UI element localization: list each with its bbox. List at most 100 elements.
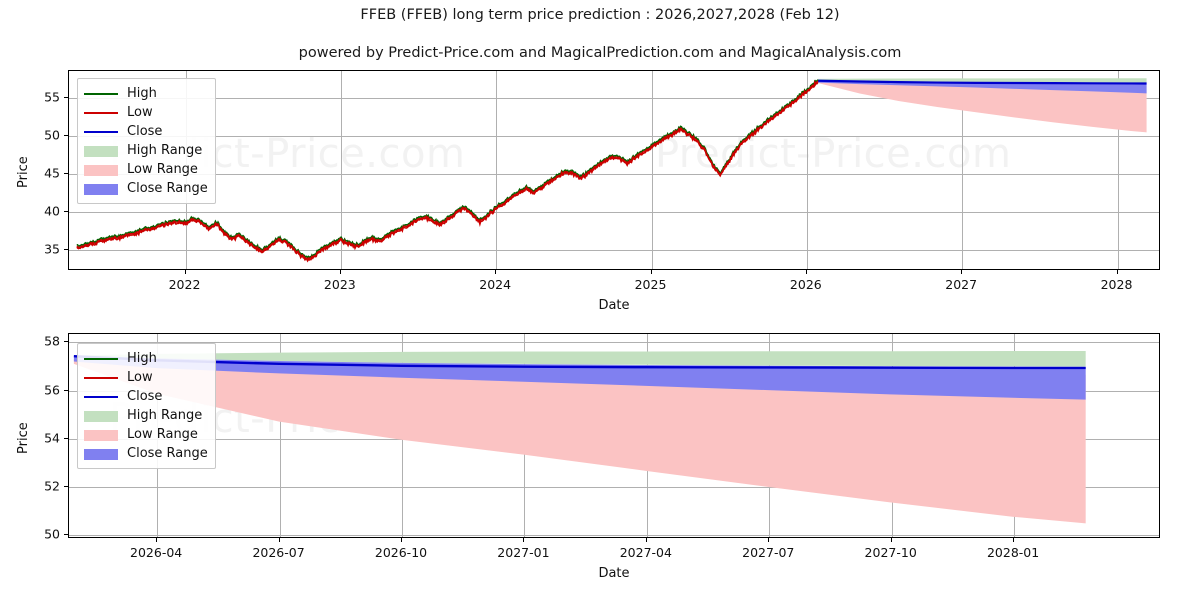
y-tick-label: 56 xyxy=(44,382,60,398)
low-range-band xyxy=(73,359,1086,524)
x-tick-label: 2022 xyxy=(168,277,201,292)
x-tick-mark xyxy=(961,270,963,274)
grid-line-horizontal xyxy=(69,211,1159,213)
high-range-band xyxy=(817,78,1147,84)
grid-line-vertical xyxy=(340,71,342,269)
forecast-close-line xyxy=(818,81,1147,84)
x-tick-label: 2026 xyxy=(789,277,822,292)
grid-line-vertical xyxy=(279,334,281,537)
grid-line-vertical xyxy=(1117,71,1119,269)
forecast-detail-legend-item: Low xyxy=(84,368,208,387)
legend-item-label: Close Range xyxy=(127,446,208,461)
x-tick-mark xyxy=(278,538,280,542)
y-tick-label: 40 xyxy=(44,203,60,219)
grid-line-horizontal xyxy=(69,174,1159,176)
overview-legend-item: High Range xyxy=(84,141,208,160)
y-tick-label: 35 xyxy=(44,241,60,257)
legend-item-label: Low xyxy=(127,370,153,385)
legend-swatch-line-icon xyxy=(84,371,118,385)
x-tick-mark xyxy=(339,270,341,274)
grid-line-vertical xyxy=(651,71,653,269)
legend-swatch-patch-icon xyxy=(84,164,118,176)
history-low-line xyxy=(77,82,818,261)
high-range-band xyxy=(73,350,1086,367)
y-tick-label: 55 xyxy=(44,89,60,105)
y-axis-label: Price xyxy=(16,421,31,454)
grid-line-horizontal xyxy=(69,136,1159,138)
overview-legend-item: Close xyxy=(84,122,208,141)
y-tick-mark xyxy=(64,135,68,137)
y-tick-mark xyxy=(64,534,68,536)
legend-item-label: Low Range xyxy=(127,427,198,442)
legend-swatch-line-icon xyxy=(84,125,118,139)
x-tick-label: 2027-04 xyxy=(619,545,672,560)
y-tick-label: 58 xyxy=(44,333,60,349)
x-tick-mark xyxy=(523,538,525,542)
x-tick-label: 2027-01 xyxy=(497,545,550,560)
forecast-detail-legend-item: Close xyxy=(84,387,208,406)
x-tick-mark xyxy=(805,270,807,274)
y-tick-mark xyxy=(64,210,68,212)
forecast-close-line xyxy=(74,356,1086,368)
legend-item-label: High Range xyxy=(127,143,203,158)
legend-item-label: High xyxy=(127,86,157,101)
legend-swatch-patch-icon xyxy=(84,429,118,441)
legend-item-label: Close xyxy=(127,124,163,139)
y-tick-label: 52 xyxy=(44,478,60,494)
grid-line-horizontal xyxy=(69,342,1159,344)
legend-swatch-patch-icon xyxy=(84,183,118,195)
y-axis-label: Price xyxy=(16,156,31,188)
y-tick-mark xyxy=(64,173,68,175)
x-tick-label: 2026-10 xyxy=(374,545,428,560)
overview-legend-item: High xyxy=(84,84,208,103)
grid-line-horizontal xyxy=(69,249,1159,251)
legend-swatch-line-icon xyxy=(84,352,118,366)
x-tick-mark xyxy=(156,538,158,542)
legend-swatch-patch-icon xyxy=(84,145,118,157)
legend-item-label: Close Range xyxy=(127,181,208,196)
x-axis-label: Date xyxy=(598,566,630,581)
forecast-detail-legend-item: High Range xyxy=(84,406,208,425)
overview-plot-area xyxy=(69,78,1159,269)
y-tick-label: 50 xyxy=(44,526,60,542)
grid-line-horizontal xyxy=(69,487,1159,489)
forecast-detail-legend: High Low Close High Range Low Range Close Ran… xyxy=(77,343,216,469)
y-tick-mark xyxy=(64,97,68,99)
forecast-detail-plot-area xyxy=(69,350,1086,524)
x-tick-label: 2025 xyxy=(634,277,667,292)
x-tick-label: 2027-07 xyxy=(742,545,795,560)
history-close-line xyxy=(77,81,818,260)
page-subtitle: powered by Predict-Price.com and Magical… xyxy=(298,45,902,61)
grid-line-vertical xyxy=(806,71,808,269)
legend-item-label: Close xyxy=(127,389,163,404)
forecast-detail-legend-item: Close Range xyxy=(84,444,208,463)
overview-legend-item: Close Range xyxy=(84,179,208,198)
grid-line-vertical xyxy=(962,71,964,269)
legend-item-label: Low Range xyxy=(127,162,198,177)
legend-swatch-patch-icon xyxy=(84,410,118,422)
x-axis-label: Date xyxy=(598,298,630,313)
x-tick-mark xyxy=(495,270,497,274)
x-tick-label: 2026-04 xyxy=(130,545,183,560)
grid-line-vertical xyxy=(496,71,498,269)
x-tick-mark xyxy=(645,538,647,542)
overview-legend: High Low Close High Range Low Range Close Ran… xyxy=(77,78,216,204)
legend-swatch-patch-icon xyxy=(84,448,118,460)
legend-item-label: High Range xyxy=(127,408,203,423)
x-tick-label: 2027-10 xyxy=(864,545,917,560)
y-tick-mark xyxy=(64,389,68,391)
legend-item-label: Low xyxy=(127,105,153,120)
y-tick-mark xyxy=(64,248,68,250)
legend-item-label: High xyxy=(127,351,157,366)
overview-chart: Predict-Price.com Predict-Price.com High L… xyxy=(68,70,1160,270)
x-tick-mark xyxy=(768,538,770,542)
page-title: FFEB (FFEB) long term price prediction :… xyxy=(360,7,840,23)
y-tick-mark xyxy=(64,437,68,439)
x-tick-label: 2028 xyxy=(1100,277,1133,292)
overview-legend-item: Low Range xyxy=(84,160,208,179)
x-tick-mark xyxy=(184,270,186,274)
x-tick-label: 2026-07 xyxy=(252,545,305,560)
x-tick-mark xyxy=(400,538,402,542)
